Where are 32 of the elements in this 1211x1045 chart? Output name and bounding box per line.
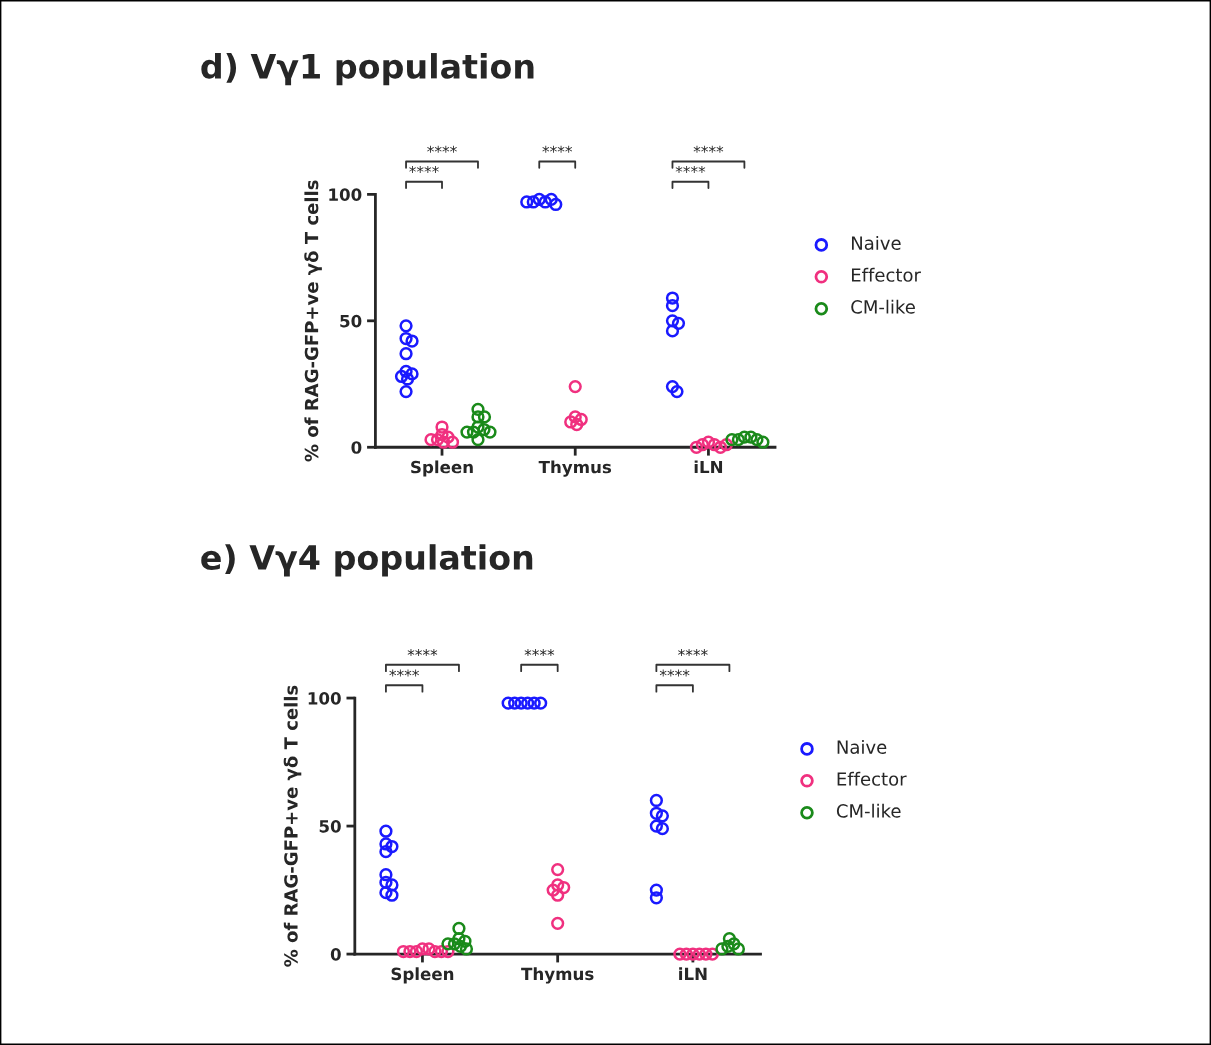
x-tick-label: iLN (679, 967, 707, 980)
y-tick-label: 100 (329, 188, 362, 201)
text: **** (542, 145, 573, 153)
y-axis-title: % of RAG-GFP+ve γδ T cells (304, 180, 322, 462)
chart-title: d) Vγ1 population (201, 53, 534, 86)
x-tick-label: Spleen (391, 967, 454, 984)
legend-label: Effector (837, 771, 907, 786)
legend-label: Naive (837, 739, 887, 754)
text: **** (407, 648, 438, 656)
y-tick-label: 50 (319, 820, 341, 833)
y-tick-label: 100 (308, 692, 341, 705)
y-tick-label: 0 (351, 441, 362, 454)
x-tick-label: Spleen (411, 460, 473, 477)
legend-label: Naive (852, 235, 901, 250)
text: **** (524, 648, 555, 656)
text: **** (659, 669, 690, 677)
text: **** (389, 669, 419, 677)
text: **** (678, 648, 708, 656)
x-tick-label: Thymus (521, 967, 594, 984)
legend-label: CM-like (836, 803, 901, 818)
legend-label: Effector (852, 267, 921, 282)
y-tick-label: 0 (330, 948, 341, 961)
legend-label: CM-like (851, 299, 915, 314)
y-tick-label: 50 (340, 314, 362, 328)
text: **** (427, 145, 457, 153)
text: **** (693, 145, 724, 153)
text: **** (409, 165, 439, 173)
x-tick-label: Thymus (538, 460, 612, 477)
y-axis-title: % of RAG-GFP+ve γδ T cells (283, 685, 302, 967)
chart-title: e) Vγ4 population (201, 544, 533, 577)
text: **** (675, 165, 706, 173)
x-tick-label: iLN (694, 460, 723, 474)
